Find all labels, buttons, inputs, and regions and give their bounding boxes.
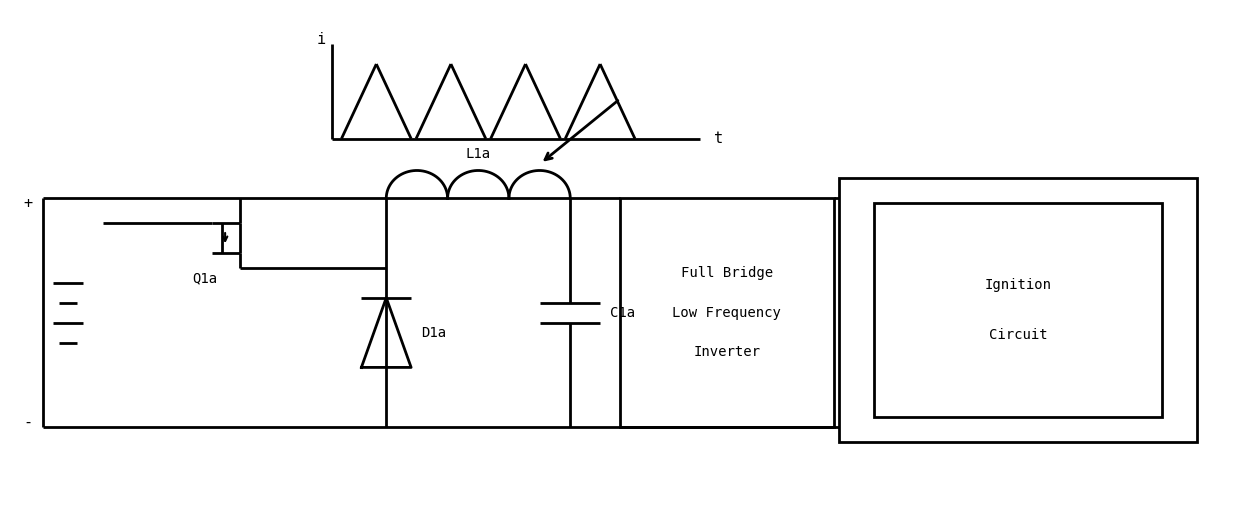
Polygon shape (361, 298, 412, 367)
Text: Circuit: Circuit (988, 328, 1047, 342)
Bar (620, 198, 833, 427)
Bar (874, 203, 1162, 417)
Text: Inverter: Inverter (693, 346, 760, 359)
Text: L1a: L1a (466, 147, 491, 161)
Text: -: - (24, 414, 32, 429)
Bar (838, 178, 1197, 442)
Text: i: i (317, 32, 326, 47)
Text: +: + (24, 196, 32, 211)
Text: Full Bridge: Full Bridge (681, 266, 773, 280)
Text: t: t (714, 131, 724, 146)
Text: D1a: D1a (422, 326, 446, 340)
Text: Q1a: Q1a (192, 271, 217, 285)
Text: Low Frequency: Low Frequency (672, 306, 781, 320)
Text: Ignition: Ignition (985, 278, 1052, 292)
Text: C1a: C1a (610, 306, 635, 320)
